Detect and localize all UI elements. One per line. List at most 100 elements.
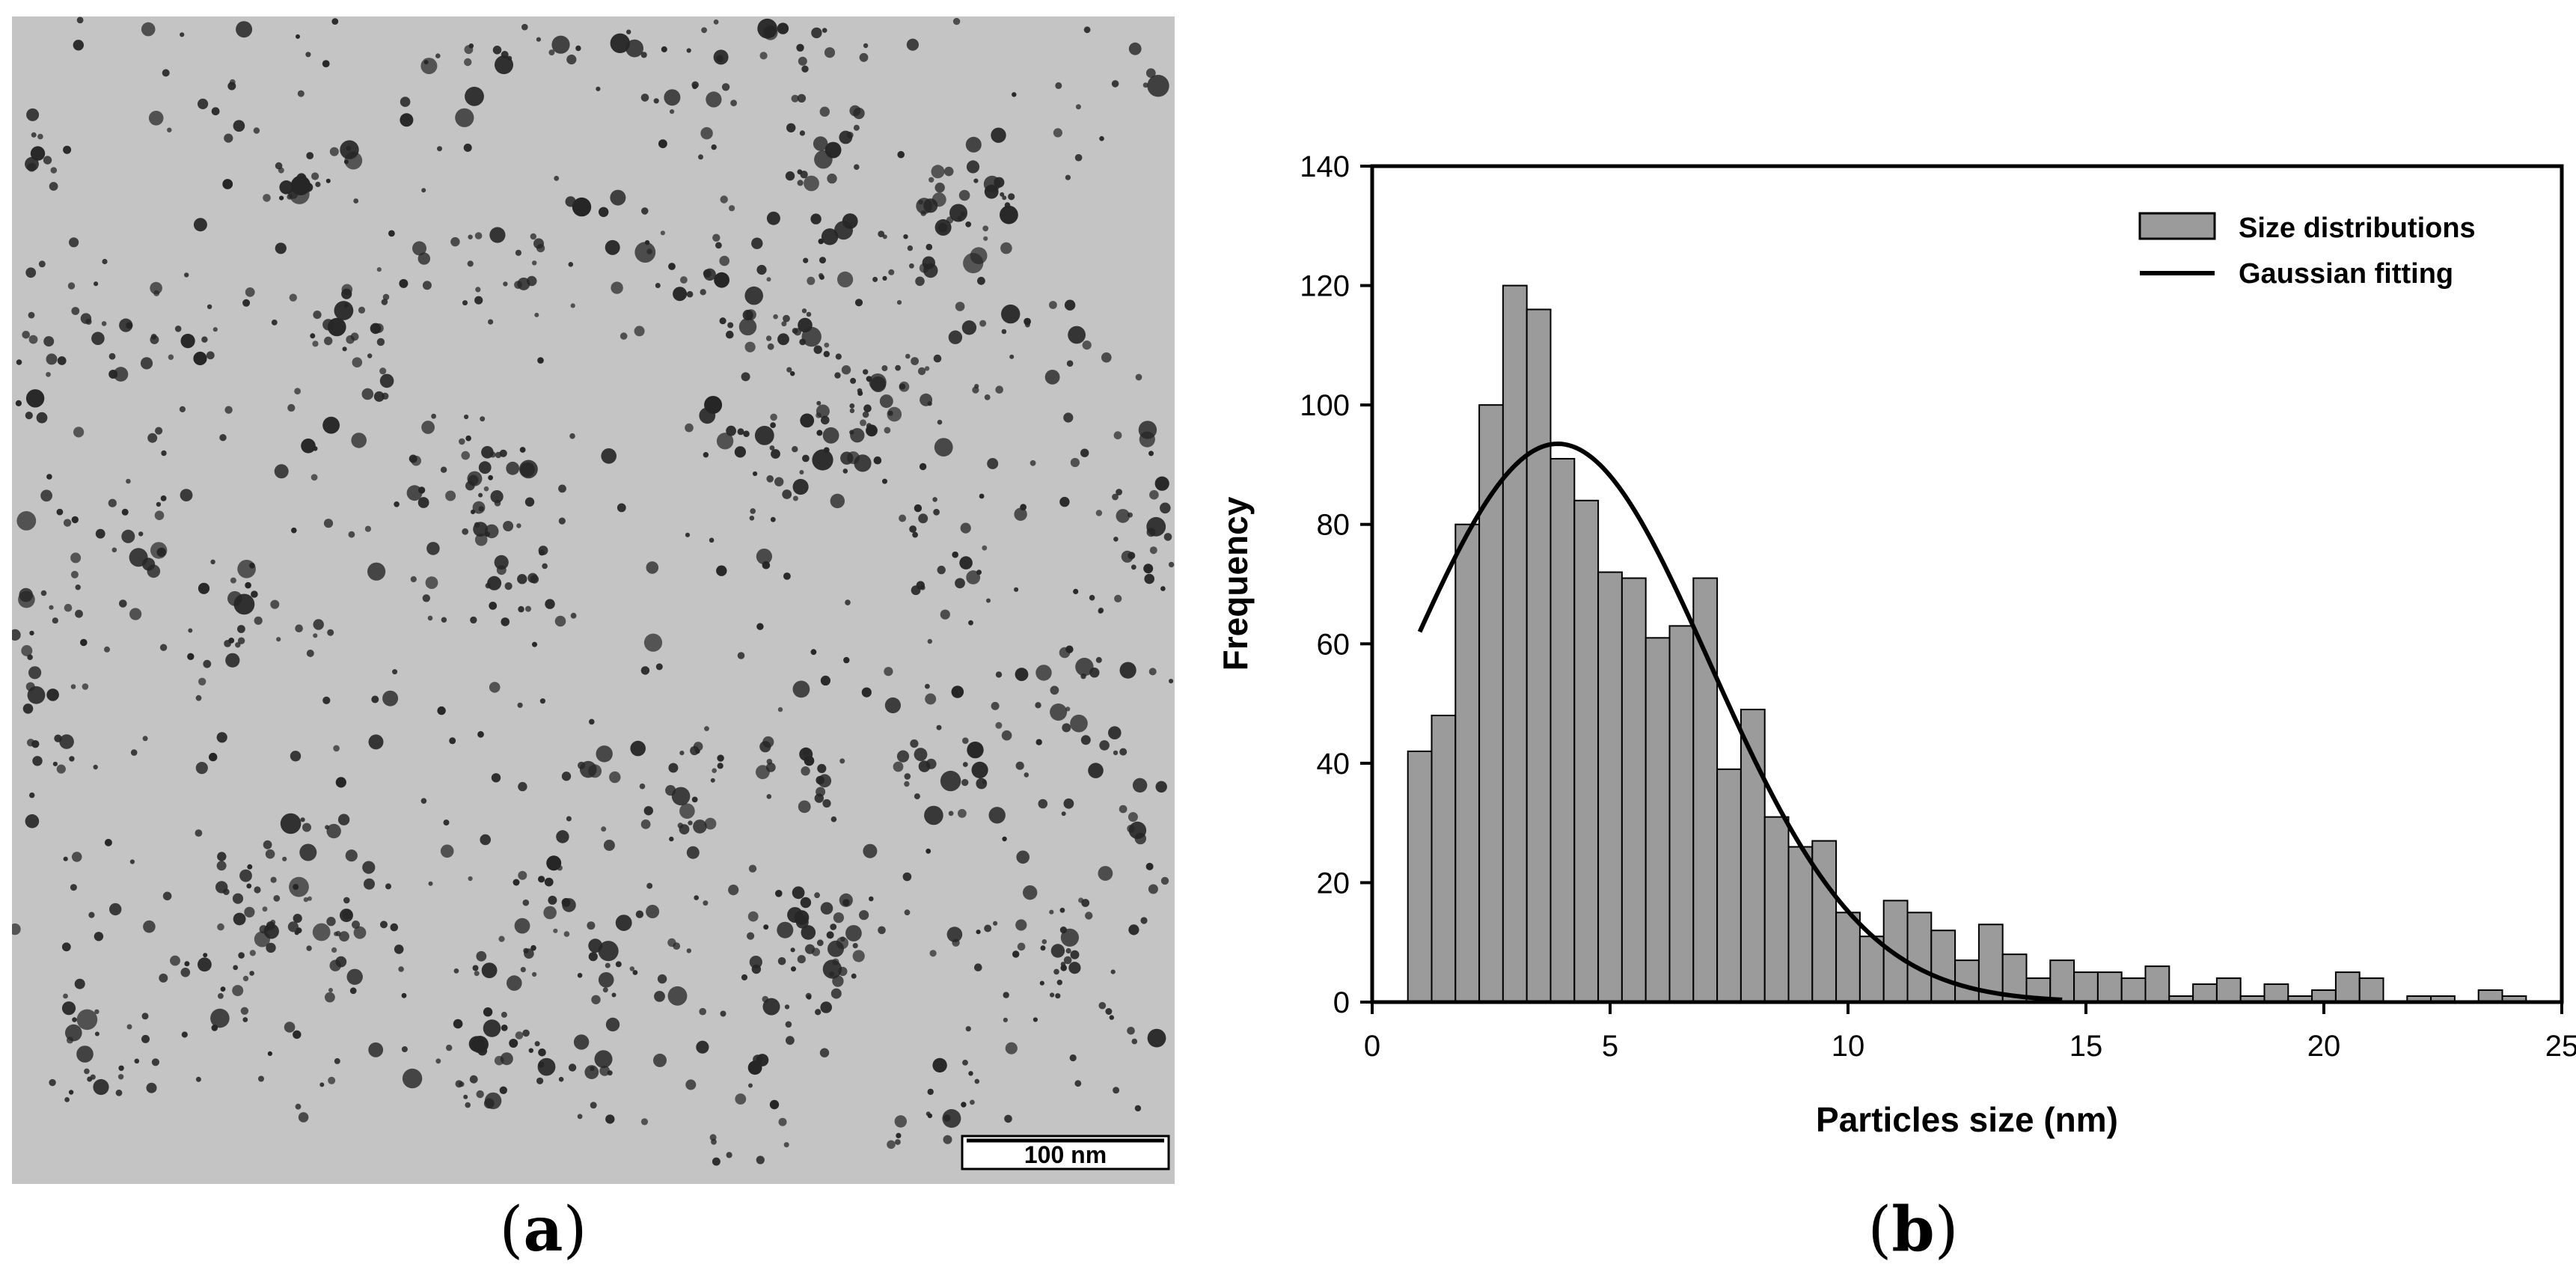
nanoparticle xyxy=(1112,493,1119,501)
nanoparticle xyxy=(306,650,314,657)
nanoparticle xyxy=(910,739,919,748)
nanoparticle xyxy=(994,177,1005,188)
nanoparticle xyxy=(598,941,619,962)
nanoparticle xyxy=(412,241,426,256)
nanoparticle xyxy=(1050,944,1065,958)
nanoparticle xyxy=(315,181,321,187)
nanoparticle xyxy=(737,428,744,436)
nanoparticle xyxy=(465,1102,471,1108)
nanoparticle xyxy=(417,497,429,508)
nanoparticle xyxy=(842,899,850,906)
nanoparticle xyxy=(1146,516,1166,537)
nanoparticle xyxy=(1002,836,1007,842)
nanoparticle xyxy=(1154,476,1169,491)
histogram-bar xyxy=(1549,457,1576,1003)
nanoparticle xyxy=(796,43,804,52)
nanoparticle xyxy=(952,551,958,558)
nanoparticle xyxy=(334,1057,340,1064)
nanoparticle xyxy=(711,144,717,150)
x-tick-label: 0 xyxy=(1364,1030,1380,1063)
nanoparticle xyxy=(640,666,650,675)
nanoparticle xyxy=(849,430,854,435)
nanoparticle xyxy=(610,33,630,53)
nanoparticle xyxy=(820,902,833,915)
nanoparticle xyxy=(461,451,470,460)
nanoparticle xyxy=(16,511,37,531)
scale-bar: 100 nm xyxy=(961,1135,1170,1170)
nanoparticle xyxy=(80,638,88,647)
nanoparticles xyxy=(12,16,1175,1166)
nanoparticle xyxy=(785,1021,792,1028)
nanoparticle xyxy=(28,335,38,344)
nanoparticle xyxy=(325,992,335,1003)
nanoparticle xyxy=(242,1017,248,1022)
nanoparticle xyxy=(22,703,34,714)
nanoparticle xyxy=(507,975,522,991)
nanoparticle xyxy=(805,758,810,763)
nanoparticle xyxy=(699,1007,706,1016)
nanoparticle xyxy=(1032,1017,1038,1022)
nanoparticle xyxy=(1083,26,1091,34)
nanoparticle xyxy=(36,412,48,424)
nanoparticle xyxy=(966,570,981,584)
nanoparticle xyxy=(936,724,942,730)
nanoparticle xyxy=(1119,662,1136,679)
nanoparticle xyxy=(763,924,769,930)
nanoparticle xyxy=(762,998,780,1016)
nanoparticle xyxy=(353,198,359,204)
nanoparticle xyxy=(596,86,601,91)
nanoparticle xyxy=(629,966,634,971)
nanoparticle xyxy=(344,151,363,170)
nanoparticle xyxy=(517,574,527,584)
nanoparticle xyxy=(282,856,287,861)
nanoparticle xyxy=(1098,608,1104,614)
nanoparticle xyxy=(530,233,536,240)
nanoparticle xyxy=(524,948,534,959)
nanoparticle xyxy=(605,962,611,968)
nanoparticle xyxy=(572,197,592,217)
nanoparticle xyxy=(729,205,735,212)
nanoparticle xyxy=(670,109,675,115)
nanoparticle xyxy=(1070,714,1088,733)
nanoparticle xyxy=(575,45,581,52)
nanoparticle xyxy=(270,919,276,926)
nanoparticle xyxy=(770,413,777,421)
nanoparticle xyxy=(289,876,309,897)
nanoparticle xyxy=(943,166,954,177)
nanoparticle xyxy=(417,252,430,265)
nanoparticle xyxy=(605,239,620,255)
panel-a-label-close: ) xyxy=(563,1194,587,1266)
nanoparticle xyxy=(691,796,698,803)
nanoparticle xyxy=(311,172,319,180)
nanoparticle xyxy=(296,34,300,39)
nanoparticle xyxy=(382,293,390,301)
nanoparticle xyxy=(804,175,819,192)
nanoparticle xyxy=(748,864,757,873)
nanoparticle xyxy=(909,525,917,533)
nanoparticle xyxy=(61,942,71,952)
nanoparticle xyxy=(863,369,869,375)
nanoparticle xyxy=(376,267,382,272)
nanoparticle xyxy=(596,745,613,763)
histogram-bar xyxy=(1502,284,1528,1004)
nanoparticle xyxy=(884,697,901,714)
nanoparticle xyxy=(753,471,758,477)
nanoparticle xyxy=(130,749,138,756)
nanoparticle xyxy=(830,988,842,999)
nanoparticle xyxy=(483,1019,501,1037)
nanoparticle xyxy=(443,819,450,826)
nanoparticle xyxy=(328,317,346,337)
nanoparticle xyxy=(852,943,858,949)
nanoparticle xyxy=(952,17,961,25)
nanoparticle xyxy=(643,633,663,652)
nanoparticle xyxy=(933,508,940,516)
nanoparticle xyxy=(156,547,166,558)
nanoparticle xyxy=(57,356,67,365)
nanoparticle xyxy=(1055,82,1062,89)
nanoparticle xyxy=(382,690,399,706)
nanoparticle xyxy=(700,289,706,296)
nanoparticle xyxy=(918,760,931,772)
nanoparticle xyxy=(786,367,792,373)
nanoparticle xyxy=(222,179,233,189)
nanoparticle xyxy=(937,223,948,233)
